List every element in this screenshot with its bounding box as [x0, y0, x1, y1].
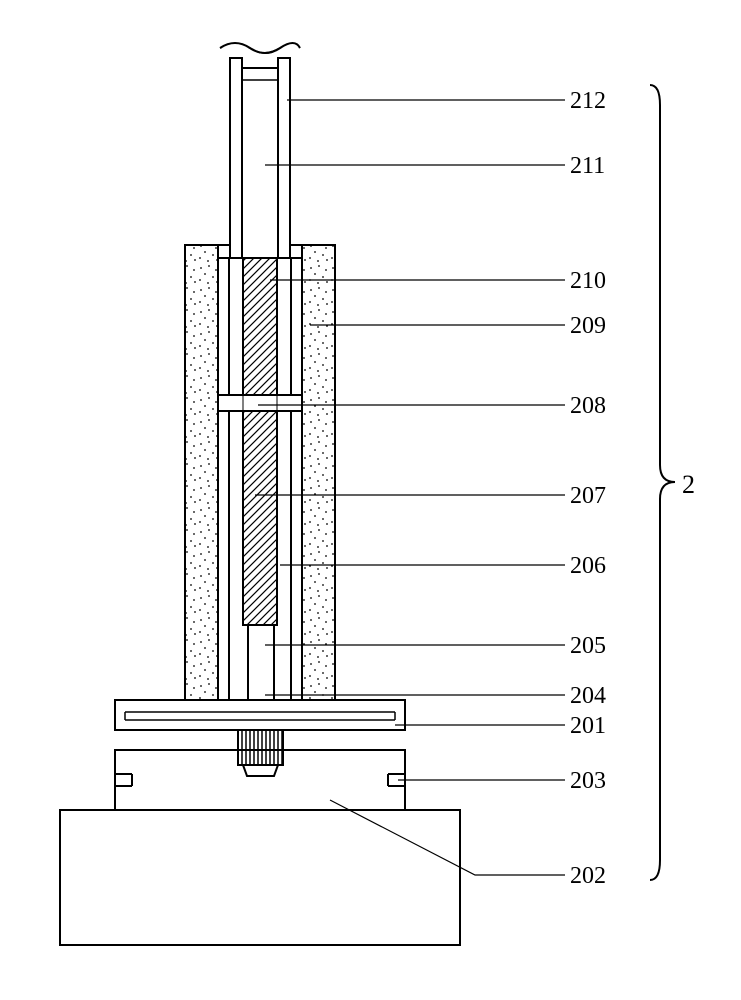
upper-tube-inner	[242, 68, 278, 258]
housing-right	[302, 245, 335, 700]
housing-left	[185, 245, 218, 700]
label-201: 201	[570, 713, 606, 740]
inner-rail-right	[291, 258, 302, 700]
label-206: 206	[570, 553, 606, 580]
cross-bar	[218, 395, 302, 411]
label-205: 205	[570, 633, 606, 660]
label-212: 212	[570, 88, 606, 115]
label-210: 210	[570, 268, 606, 295]
label-209: 209	[570, 313, 606, 340]
label-204: 204	[570, 683, 606, 710]
label-211: 211	[570, 153, 605, 180]
group-brace	[650, 85, 675, 880]
base-block	[60, 810, 460, 945]
upper-tube-outer-right	[278, 58, 290, 258]
inner-rail-left	[218, 258, 229, 700]
label-208: 208	[570, 393, 606, 420]
shaft	[248, 625, 274, 700]
label-207: 207	[570, 483, 606, 510]
upper-tube-outer-left	[230, 58, 242, 258]
label-203: 203	[570, 768, 606, 795]
label-202: 202	[570, 863, 606, 890]
nut	[238, 730, 283, 765]
top-plate	[115, 700, 405, 730]
label-group: 2	[682, 470, 695, 500]
nut-cap	[243, 765, 278, 776]
screw	[243, 258, 277, 625]
diagram-canvas	[0, 0, 741, 1000]
